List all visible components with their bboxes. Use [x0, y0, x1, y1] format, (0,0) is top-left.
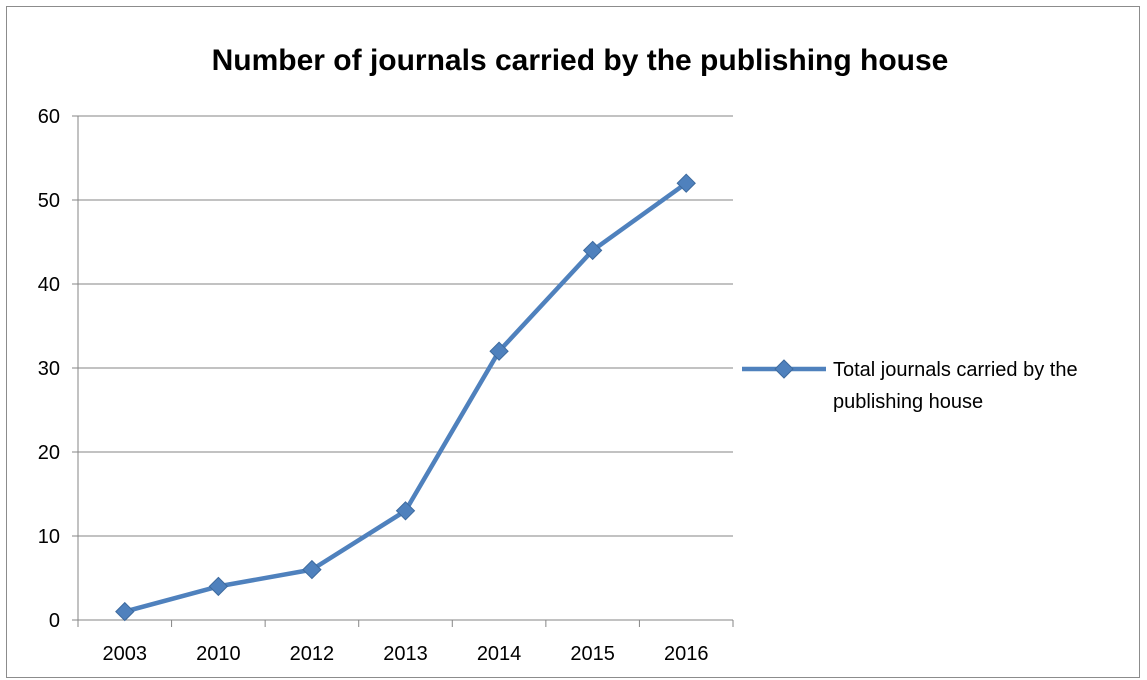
data-point-marker: [395, 501, 416, 521]
y-tick-label: 20: [38, 442, 60, 464]
y-tick-label: 30: [38, 358, 60, 380]
legend-label-line: Total journals carried by the: [833, 359, 1078, 381]
legend: Total journals carried by the publishing …: [742, 359, 1078, 413]
data-point-marker: [208, 576, 229, 597]
data-point-marker: [676, 173, 696, 193]
y-axis-tick-labels: 0 10 20 30 40 50 60: [38, 106, 60, 632]
y-tick-label: 10: [38, 526, 60, 548]
x-tick-label: 2010: [196, 643, 241, 665]
x-tick-label: 2015: [570, 643, 615, 665]
legend-diamond-marker: [774, 359, 794, 379]
chart-title: Number of journals carried by the publis…: [212, 44, 949, 77]
data-point-marker: [115, 601, 135, 622]
x-tick-label: 2013: [383, 643, 428, 665]
legend-label-line: publishing house: [833, 391, 983, 413]
gridlines: [78, 115, 733, 537]
data-point-marker: [302, 559, 322, 580]
series-line: [122, 180, 689, 614]
y-tick-label: 0: [49, 610, 60, 632]
x-axis-tick-labels: 2003 2010 2012 2013 2014 2015 2016: [103, 643, 709, 665]
x-tick-label: 2016: [664, 643, 709, 665]
axes: [72, 115, 734, 627]
data-point-marker: [489, 341, 509, 361]
x-tick-label: 2012: [290, 643, 335, 665]
y-tick-label: 60: [38, 106, 60, 128]
x-tick-label: 2014: [477, 643, 522, 665]
data-point-marker: [582, 240, 603, 261]
legend-label: Total journals carried by the publishing …: [833, 359, 1078, 413]
x-tick-label: 2003: [103, 643, 148, 665]
y-tick-label: 40: [38, 274, 60, 296]
chart-frame: [6, 6, 1140, 678]
series-layer: [115, 173, 696, 622]
y-tick-label: 50: [38, 190, 60, 212]
